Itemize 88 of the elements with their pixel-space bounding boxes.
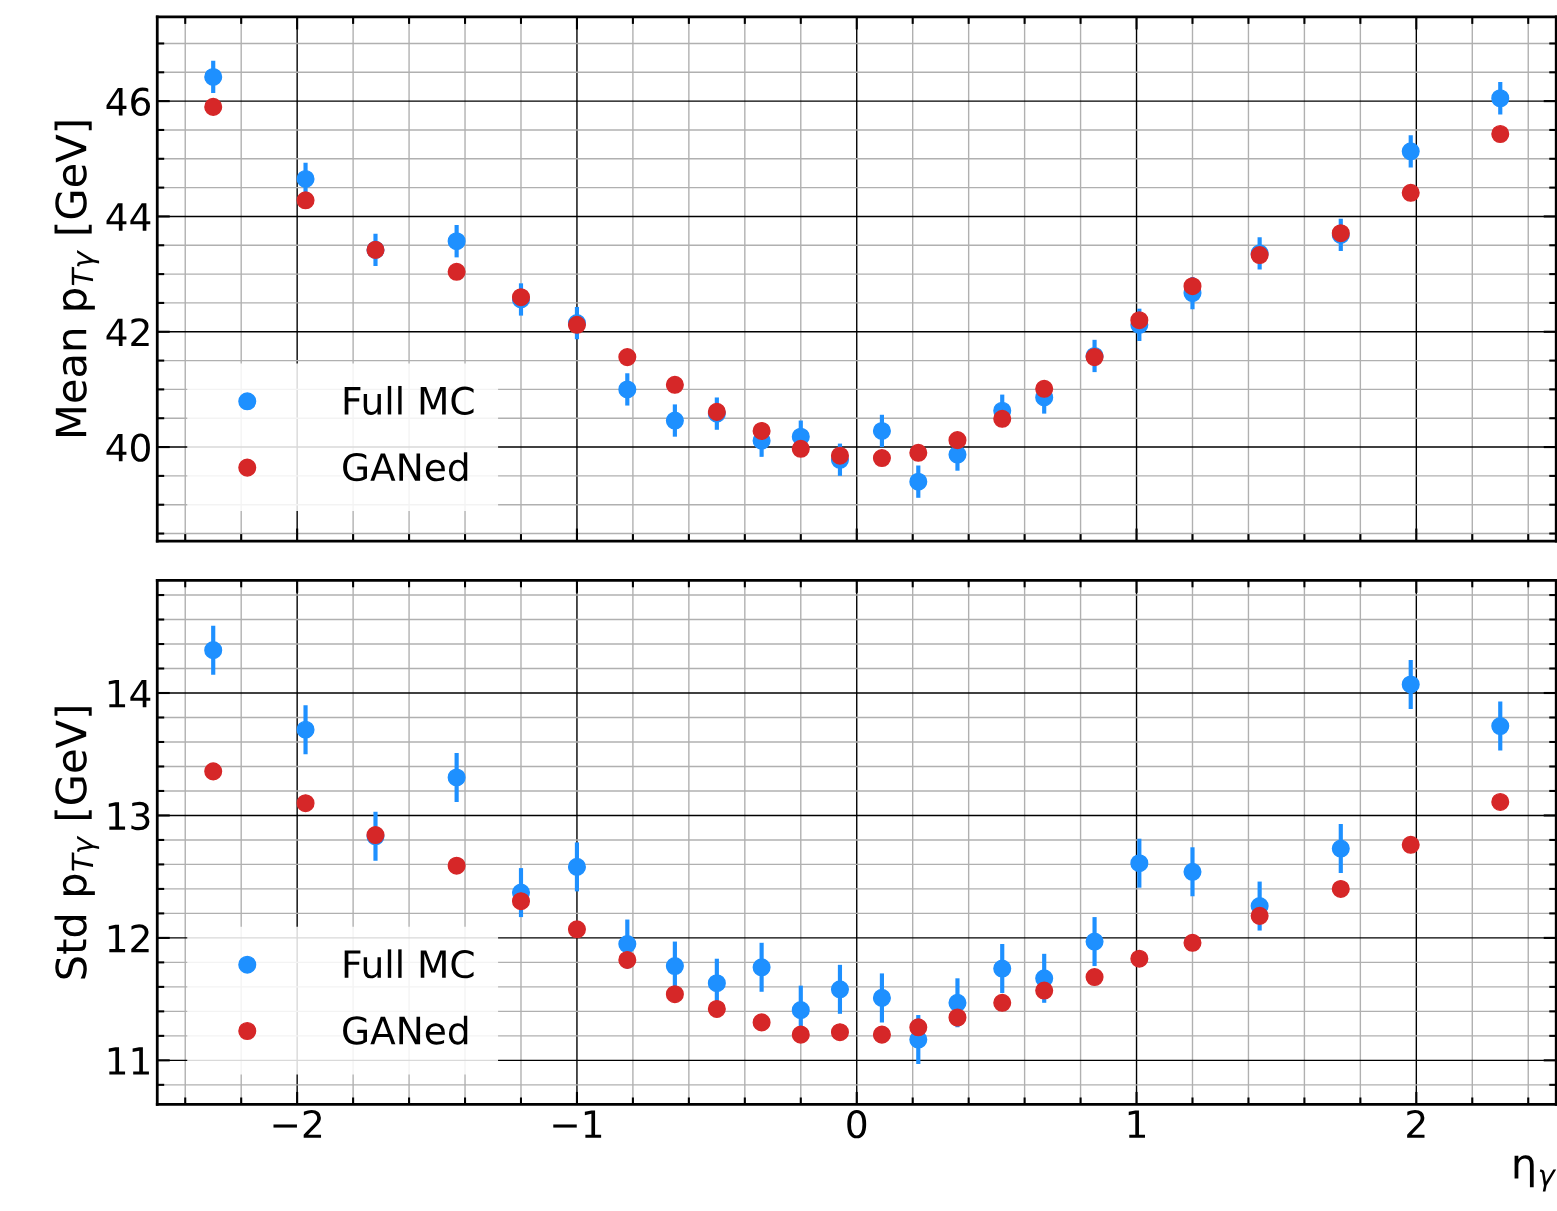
- point: [1491, 717, 1510, 736]
- point: [752, 421, 771, 440]
- point: [204, 641, 223, 660]
- point: [204, 97, 223, 116]
- point: [296, 794, 315, 813]
- point: [1491, 89, 1510, 108]
- point: [791, 1025, 810, 1044]
- point: [830, 446, 849, 465]
- point: [830, 1023, 849, 1042]
- legend-label: Full MC: [344, 949, 474, 979]
- point: [872, 988, 891, 1007]
- legend-label: GANed: [343, 452, 468, 482]
- point: [707, 974, 726, 993]
- legend-label: GANed: [343, 1015, 468, 1045]
- point: [1085, 968, 1104, 987]
- point: [447, 262, 466, 281]
- point: [993, 993, 1012, 1012]
- y-tick-label: 44: [106, 203, 151, 231]
- point: [1401, 142, 1420, 161]
- point: [791, 439, 810, 458]
- point: [1130, 854, 1149, 873]
- point: [1401, 675, 1420, 694]
- y-axis-title: Mean p$_{Tγ}$ [GeV]: [54, 121, 100, 436]
- point: [1250, 906, 1269, 925]
- point: [296, 191, 315, 210]
- point: [872, 421, 891, 440]
- point: [1491, 792, 1510, 812]
- point: [872, 448, 891, 468]
- x-tick-label: 1: [1128, 1110, 1145, 1138]
- point: [1035, 379, 1054, 398]
- y-tick-label: 13: [108, 801, 150, 831]
- x-tick-label: 2: [1407, 1109, 1425, 1138]
- point: [1130, 949, 1149, 968]
- point: [665, 411, 684, 430]
- point: [1085, 932, 1104, 951]
- point: [1035, 981, 1054, 1000]
- point: [1183, 277, 1202, 296]
- y-tick-label: 46: [106, 87, 151, 116]
- point: [752, 958, 771, 977]
- point: [447, 856, 466, 875]
- y-tick-label: 42: [106, 318, 149, 346]
- x-tick-label: −1: [553, 1110, 602, 1138]
- point: [665, 957, 684, 976]
- point: [1331, 839, 1350, 858]
- point: [830, 980, 849, 999]
- x-axis-title: η$_{γ}$: [1514, 1155, 1557, 1192]
- y-tick-label: 40: [106, 433, 150, 462]
- point: [1183, 862, 1202, 881]
- point: [909, 443, 928, 462]
- point: [204, 762, 223, 781]
- point: [618, 380, 637, 399]
- point: [1491, 124, 1510, 144]
- legend-label: Full MC: [344, 385, 474, 415]
- point: [618, 934, 637, 954]
- point: [511, 892, 531, 911]
- point: [665, 985, 684, 1004]
- point: [948, 1008, 967, 1027]
- y-tick-label: 12: [108, 924, 149, 953]
- x-tick-label: 0: [847, 1109, 867, 1139]
- point: [791, 1001, 810, 1020]
- point: [447, 768, 466, 787]
- y-tick-label: 14: [108, 679, 151, 708]
- x-tick-label: −2: [273, 1109, 322, 1138]
- point: [1183, 933, 1202, 952]
- point: [1331, 879, 1350, 898]
- point: [948, 993, 967, 1012]
- point: [948, 431, 967, 450]
- point: [993, 959, 1012, 978]
- point: [1130, 311, 1149, 330]
- point: [567, 920, 586, 939]
- point: [447, 232, 466, 251]
- point: [567, 857, 586, 876]
- point: [665, 375, 684, 394]
- point: [707, 999, 726, 1018]
- point: [909, 472, 928, 491]
- y-tick-label: 11: [108, 1047, 149, 1075]
- point: [204, 67, 223, 86]
- point: [1401, 183, 1420, 202]
- point: [296, 720, 315, 739]
- point: [618, 348, 637, 367]
- point: [752, 1013, 771, 1032]
- point: [1401, 835, 1420, 854]
- point: [872, 1025, 891, 1044]
- point: [993, 409, 1012, 428]
- point: [909, 1018, 928, 1037]
- y-axis-title: Std p$_{Tγ}$ [GeV]: [54, 707, 100, 979]
- point: [296, 169, 315, 188]
- point: [618, 950, 637, 969]
